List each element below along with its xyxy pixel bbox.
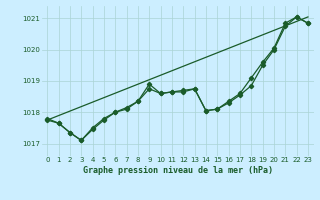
X-axis label: Graphe pression niveau de la mer (hPa): Graphe pression niveau de la mer (hPa) [83,166,273,175]
